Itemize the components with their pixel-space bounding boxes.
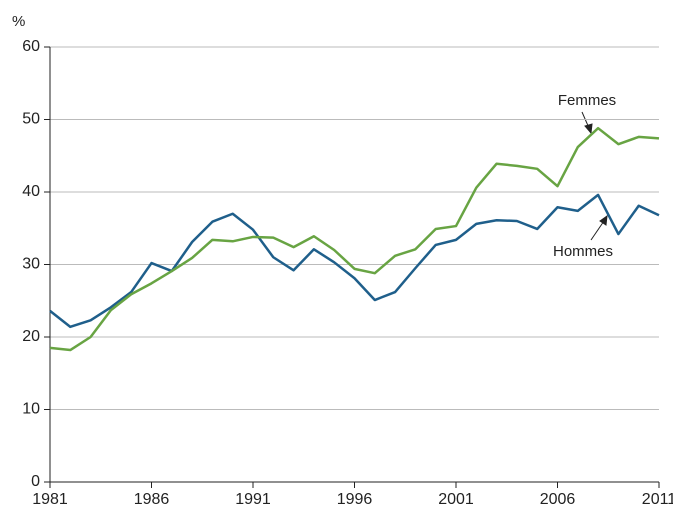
annotation-arrows xyxy=(581,111,608,241)
y-tick-label: 60 xyxy=(22,38,40,55)
series-line xyxy=(49,193,660,329)
annotation: Femmes xyxy=(558,92,616,109)
annotation: Hommes xyxy=(553,243,613,260)
arrowhead xyxy=(584,123,593,135)
y-tick-label: 50 xyxy=(22,111,40,128)
y-axis-label: % xyxy=(12,13,25,30)
series-line xyxy=(49,126,660,352)
x-tick-label: 2006 xyxy=(540,491,576,508)
x-tick-label: 1986 xyxy=(134,491,170,508)
y-tick-label: 0 xyxy=(31,473,40,490)
x-tick-label: 1996 xyxy=(337,491,373,508)
x-tick-label: 2001 xyxy=(438,491,474,508)
y-tick-label: 10 xyxy=(22,401,40,418)
x-tick-label: 2011 xyxy=(642,491,673,508)
arrowhead xyxy=(599,214,608,226)
x-tick-label: 1981 xyxy=(32,491,68,508)
arrow xyxy=(590,220,605,241)
y-tick-label: 20 xyxy=(22,328,40,345)
y-tick-label: 40 xyxy=(22,183,40,200)
y-tick-label: 30 xyxy=(22,256,40,273)
x-tick-label: 1991 xyxy=(235,491,271,508)
